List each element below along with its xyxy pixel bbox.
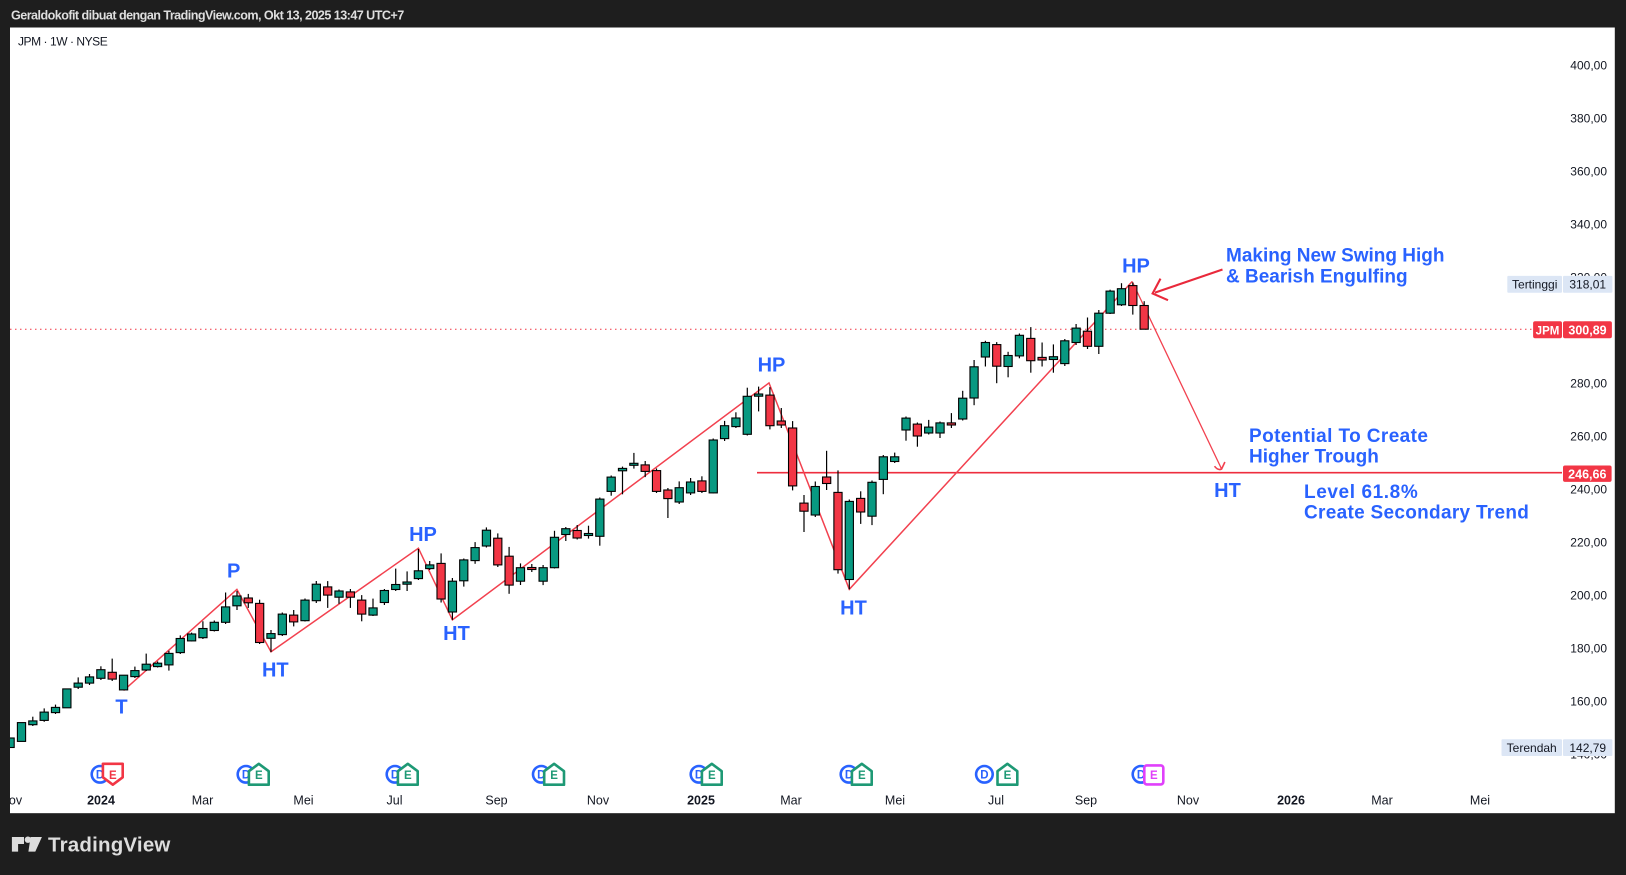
svg-text:Mei: Mei <box>293 794 313 808</box>
svg-text:Sep: Sep <box>1075 794 1097 808</box>
svg-text:Nov: Nov <box>587 794 610 808</box>
svg-text:180,00: 180,00 <box>1570 641 1607 655</box>
svg-text:Create Secondary Trend: Create Secondary Trend <box>1304 502 1529 523</box>
svg-text:HT: HT <box>443 623 470 645</box>
svg-text:E: E <box>1004 770 1012 782</box>
svg-text:HP: HP <box>409 524 437 546</box>
svg-text:D: D <box>391 770 399 782</box>
svg-text:Higher Trough: Higher Trough <box>1249 446 1379 467</box>
svg-text:Sep: Sep <box>485 794 507 808</box>
svg-text:JPM · 1W · NYSE: JPM · 1W · NYSE <box>18 35 108 49</box>
svg-text:D: D <box>537 770 545 782</box>
svg-text:T: T <box>115 697 127 719</box>
svg-text:& Bearish Engulfing: & Bearish Engulfing <box>1226 267 1408 288</box>
svg-text:Tertinggi: Tertinggi <box>1512 278 1557 292</box>
svg-text:E: E <box>550 770 558 782</box>
svg-text:P: P <box>227 561 240 583</box>
svg-text:300,89: 300,89 <box>1568 324 1606 338</box>
svg-text:Jul: Jul <box>387 794 403 808</box>
svg-text:D: D <box>845 770 853 782</box>
svg-text:D: D <box>242 770 250 782</box>
svg-text:Geraldokofit dibuat dengan Tra: Geraldokofit dibuat dengan TradingView.c… <box>11 8 404 22</box>
svg-text:2025: 2025 <box>687 794 715 808</box>
svg-text:D: D <box>1137 770 1145 782</box>
svg-text:Mar: Mar <box>780 794 802 808</box>
svg-text:318,01: 318,01 <box>1569 278 1606 292</box>
svg-text:D: D <box>96 770 104 782</box>
svg-text:280,00: 280,00 <box>1570 376 1607 390</box>
svg-text:240,00: 240,00 <box>1570 482 1607 496</box>
svg-text:E: E <box>708 770 716 782</box>
svg-text:260,00: 260,00 <box>1570 429 1607 443</box>
svg-text:Mei: Mei <box>885 794 905 808</box>
svg-text:200,00: 200,00 <box>1570 588 1607 602</box>
svg-text:HT: HT <box>262 660 289 682</box>
svg-text:246,66: 246,66 <box>1568 467 1606 481</box>
svg-text:160,00: 160,00 <box>1570 694 1607 708</box>
svg-text:D: D <box>695 770 703 782</box>
svg-text:D: D <box>980 770 988 782</box>
svg-text:E: E <box>858 770 866 782</box>
svg-text:E: E <box>1150 770 1158 782</box>
svg-text:142,79: 142,79 <box>1569 741 1606 755</box>
svg-text:360,00: 360,00 <box>1570 164 1607 178</box>
svg-text:Making New Swing High: Making New Swing High <box>1226 246 1445 267</box>
svg-text:Mei: Mei <box>1470 794 1490 808</box>
svg-text:HT: HT <box>840 597 867 619</box>
svg-text:TradingView: TradingView <box>48 834 171 857</box>
svg-text:Mar: Mar <box>1371 794 1393 808</box>
svg-text:Level 61.8%: Level 61.8% <box>1304 482 1418 503</box>
svg-text:HT: HT <box>1214 480 1241 502</box>
svg-text:380,00: 380,00 <box>1570 111 1607 125</box>
svg-text:Mar: Mar <box>192 794 214 808</box>
svg-text:Nov: Nov <box>1177 794 1200 808</box>
svg-text:340,00: 340,00 <box>1570 217 1607 231</box>
svg-text:220,00: 220,00 <box>1570 535 1607 549</box>
svg-text:E: E <box>109 770 117 782</box>
svg-text:2026: 2026 <box>1277 794 1305 808</box>
svg-text:E: E <box>404 770 412 782</box>
svg-text:HP: HP <box>758 355 786 377</box>
svg-text:Potential To Create: Potential To Create <box>1249 426 1428 447</box>
svg-text:JPM: JPM <box>1536 325 1560 337</box>
svg-text:E: E <box>255 770 263 782</box>
svg-text:400,00: 400,00 <box>1570 58 1607 72</box>
svg-text:HP: HP <box>1122 256 1150 278</box>
svg-text:2024: 2024 <box>87 794 115 808</box>
svg-text:Jul: Jul <box>988 794 1004 808</box>
svg-text:Terendah: Terendah <box>1507 741 1557 755</box>
